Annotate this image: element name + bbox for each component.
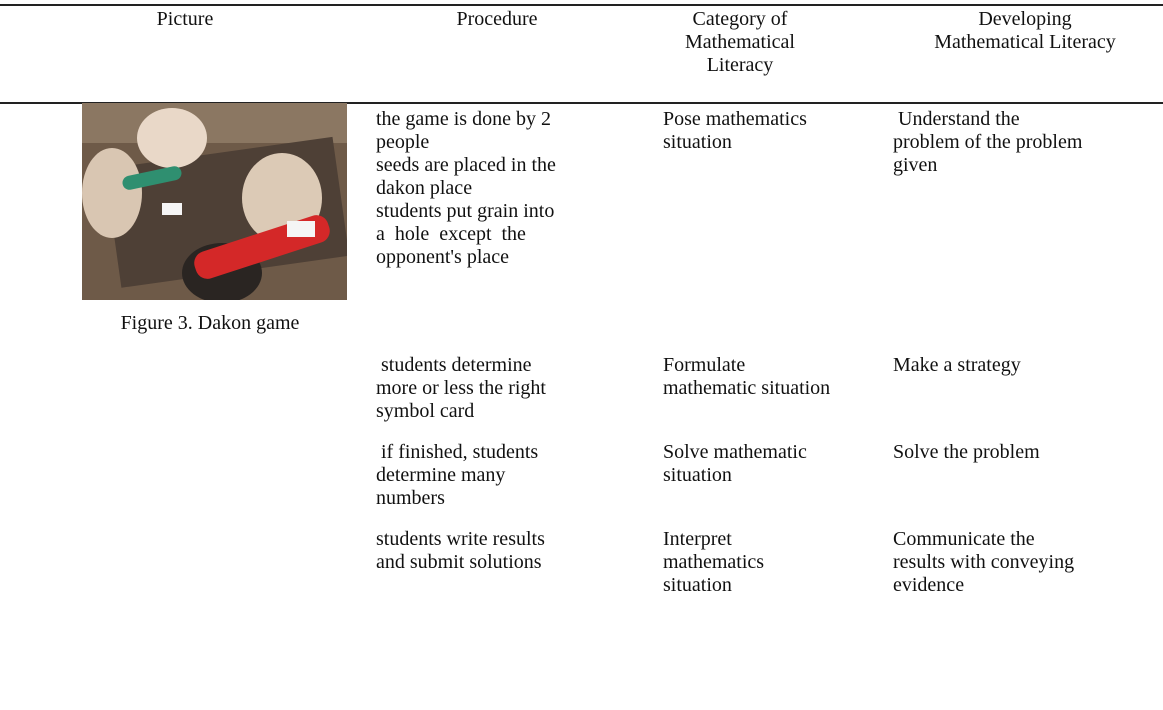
category-text: Solve mathematic (663, 441, 807, 463)
category-text: mathematic situation (663, 377, 831, 399)
procedure-text: if finished, students (376, 441, 539, 463)
category-text: situation (663, 464, 732, 486)
procedure-text: students put grain into (376, 200, 555, 222)
procedure-text: symbol card (376, 400, 475, 422)
procedure-text: and submit solutions (376, 551, 542, 573)
category-text: Formulate (663, 354, 746, 376)
developing-text: results with conveying (893, 551, 1075, 573)
procedure-text: numbers (376, 487, 445, 509)
procedure-text: the game is done by 2 (376, 108, 551, 130)
header-cell: Category of (692, 8, 788, 30)
header-cell: Mathematical Literacy (934, 31, 1116, 53)
header-cell: Procedure (456, 8, 538, 30)
header-cell: Literacy (706, 54, 774, 76)
procedure-text: opponent's place (376, 246, 510, 268)
developing-text: Solve the problem (893, 441, 1040, 463)
figure-caption: Figure 3. Dakon game (120, 312, 300, 334)
developing-text: Communicate the (893, 528, 1035, 550)
procedure-text: people (376, 131, 430, 153)
procedure-text: more or less the right (376, 377, 546, 399)
developing-text: Understand the (893, 108, 1020, 130)
procedure-text: determine many (376, 464, 506, 486)
procedure-text: seeds are placed in the (376, 154, 556, 176)
header-cell: Mathematical (685, 31, 795, 53)
developing-text: Make a strategy (893, 354, 1021, 376)
category-text: Pose mathematics (663, 108, 807, 130)
category-text: situation (663, 131, 732, 153)
header-cell: Developing (978, 8, 1072, 30)
developing-text: problem of the problem (893, 131, 1083, 153)
developing-text: given (893, 154, 938, 176)
category-text: mathematics (663, 551, 765, 573)
procedure-text: dakon place (376, 177, 473, 199)
category-text: situation (663, 574, 732, 596)
header-cell: Picture (156, 8, 214, 30)
header-rule (0, 102, 1163, 104)
top-rule (0, 4, 1163, 6)
developing-text: evidence (893, 574, 965, 596)
dakon-photo (82, 103, 347, 300)
procedure-text: a hole except the (376, 223, 526, 245)
procedure-text: students write results (376, 528, 545, 550)
category-text: Interpret (663, 528, 732, 550)
procedure-text: students determine (376, 354, 532, 376)
